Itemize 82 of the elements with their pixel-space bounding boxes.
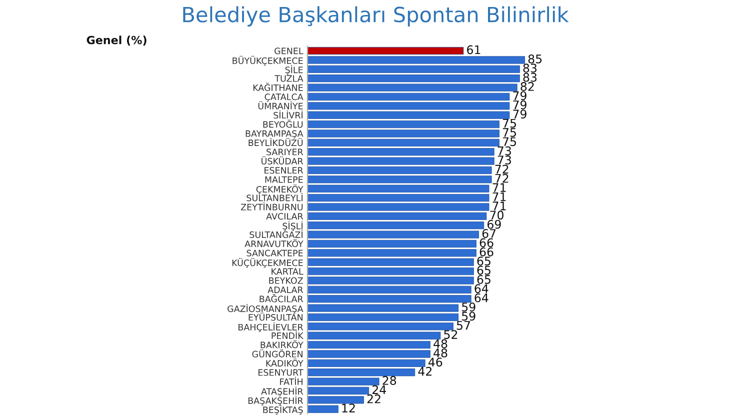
y-tick-label: ATAŞEHİR <box>261 386 304 396</box>
y-tick-label: EYÜPSULTAN <box>248 312 302 321</box>
y-tick-label: BEYLİKDÜZÜ <box>248 138 303 146</box>
y-tick-label: ÜMRANİYE <box>258 101 303 110</box>
y-tick-label: ŞİLE <box>285 65 303 75</box>
y-tick-label: GÜNGÖREN <box>252 349 302 358</box>
y-tick-label: SULTANBEYLİ <box>246 193 302 202</box>
data-label: 59 <box>462 312 476 321</box>
y-tick-label: ÇEKMEKÖY <box>256 184 304 194</box>
y-tick-label: SARIYER <box>266 148 304 156</box>
data-label: 67 <box>482 229 496 238</box>
y-tick-label: PENDİK <box>272 330 304 339</box>
data-label: 65 <box>477 256 490 266</box>
data-label: 24 <box>372 385 386 394</box>
data-label: 65 <box>477 274 490 284</box>
y-tick-label: GENEL <box>274 48 304 54</box>
data-label: 12 <box>342 404 355 412</box>
data-label: 79 <box>513 110 526 119</box>
data-label: 75 <box>502 128 516 137</box>
y-tick-label: ZEYTİNBURNU <box>240 202 303 210</box>
data-label: 57 <box>456 321 470 330</box>
y-tick-label: BÜYÜKÇEKMECE <box>232 56 303 66</box>
y-tick-label: BAYRAMPAŞA <box>246 130 304 138</box>
data-label: 64 <box>474 293 488 302</box>
y-tick-label: ADALAR <box>268 286 304 293</box>
data-label: 61 <box>467 45 480 54</box>
data-label: 65 <box>477 266 490 275</box>
chart-title: Belediye Başkanları Spontan Bilinirlik <box>183 6 569 26</box>
data-label: 70 <box>490 210 504 220</box>
y-tick-label: AVCILAR <box>266 213 304 220</box>
y-tick-label: BEYKOZ <box>269 277 303 284</box>
data-label: 48 <box>434 348 448 358</box>
data-label: 72 <box>495 164 508 174</box>
y-tick-label: GAZİOSMANPAŞA <box>228 304 304 314</box>
y-tick-label: ÜSKÜDAR <box>262 156 304 164</box>
data-label: 66 <box>480 247 494 256</box>
data-label: 82 <box>520 82 534 91</box>
y-tick-label: KÜÇÜKÇEKMECE <box>232 258 303 268</box>
data-label: 22 <box>367 394 380 404</box>
y-tick-label: FATİH <box>280 376 302 385</box>
y-tick-label: BAHÇELİEVLER <box>238 322 304 332</box>
data-label: 59 <box>462 302 476 312</box>
data-label: 28 <box>382 376 396 385</box>
data-label: 79 <box>513 91 526 100</box>
data-label: 42 <box>418 366 432 376</box>
y-tick-label: KADIKÖY <box>266 358 304 367</box>
y-tick-label: BAŞAKŞEHİR <box>248 396 304 406</box>
text: Genel (%) <box>86 36 146 46</box>
data-label: 64 <box>474 284 488 294</box>
y-tick-label: SULTANGAZİ <box>250 230 302 238</box>
data-label: 71 <box>492 202 506 210</box>
y-tick-label: SANCAKTEPE <box>246 250 303 256</box>
data-label: 75 <box>502 118 516 128</box>
y-tick-label: ESENLER <box>264 167 304 174</box>
y-tick-label: BAKIRKÖY <box>260 340 304 348</box>
data-label: 66 <box>480 238 494 248</box>
data-label: 71 <box>492 192 506 202</box>
data-label: 69 <box>487 220 501 229</box>
y-tick-label: KAĞITHANE <box>253 82 303 91</box>
y-tick-label: TUZLA <box>274 75 304 82</box>
data-label: 83 <box>523 72 537 82</box>
y-tick-label: BEŞİKTAŞ <box>263 405 303 415</box>
data-label: 71 <box>492 183 506 192</box>
data-label: 48 <box>434 339 448 348</box>
y-tick-label: BEYOĞLU <box>263 120 303 128</box>
y-tick-label: ÇATALCA <box>264 94 304 102</box>
y-tick-label: ARNAVUTKÖY <box>244 239 304 248</box>
y-tick-label: ESENYURT <box>258 369 304 376</box>
data-label: 73 <box>498 156 511 164</box>
data-label: 73 <box>498 146 511 156</box>
data-label: 79 <box>513 100 526 110</box>
data-label: 83 <box>523 64 537 73</box>
data-label: 72 <box>495 174 508 183</box>
y-tick-label: ŞİŞLİ <box>282 221 302 231</box>
y-tick-label: MALTEPE <box>265 176 303 183</box>
data-label: 85 <box>528 54 542 64</box>
data-label: 52 <box>444 330 458 340</box>
y-tick-label: BAĞCILAR <box>260 294 304 302</box>
y-tick-label: KARTAL <box>272 268 304 275</box>
data-label: 46 <box>428 358 442 367</box>
y-tick-label: SİLİVRİ <box>274 110 302 119</box>
data-label: 75 <box>502 137 516 146</box>
